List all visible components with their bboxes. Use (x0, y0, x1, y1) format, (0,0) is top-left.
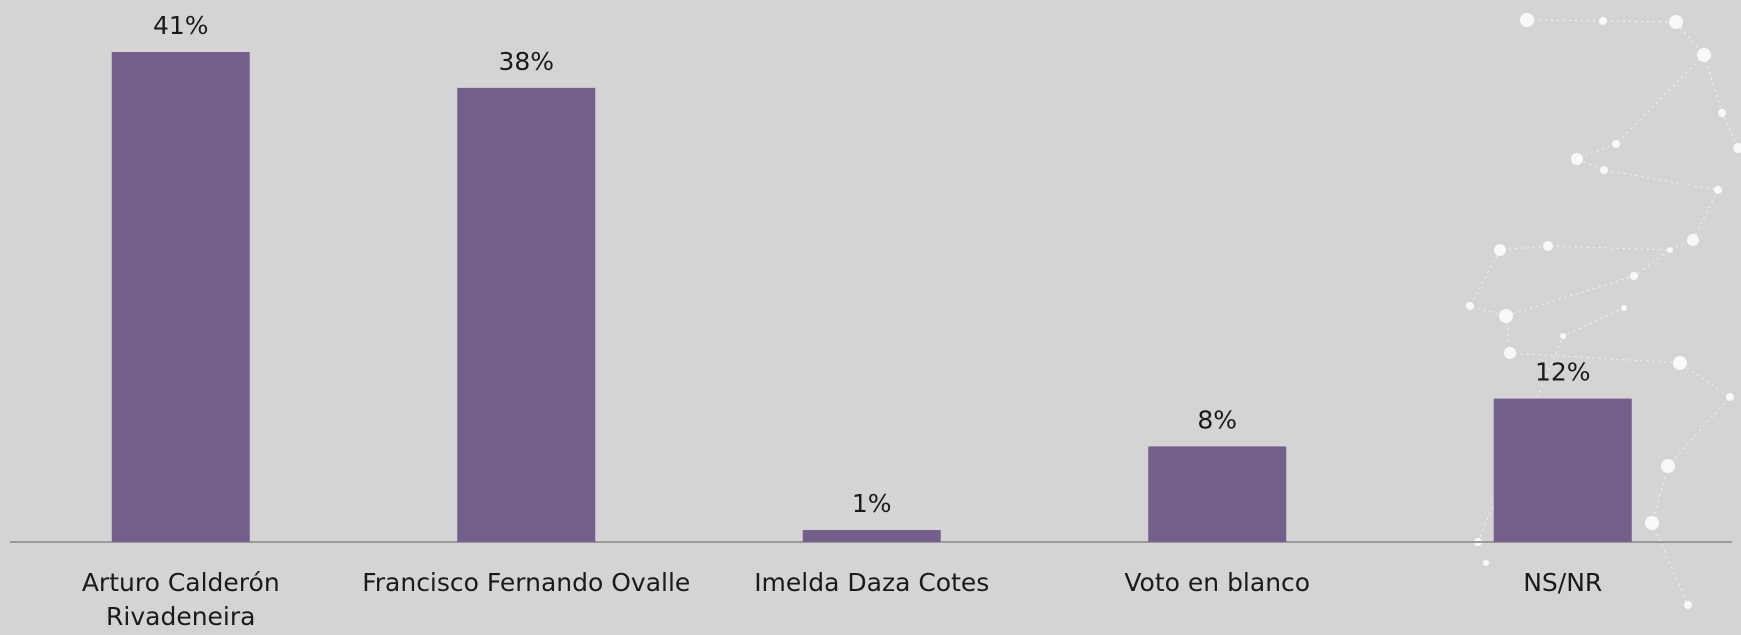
data-label: 8% (1197, 405, 1237, 434)
data-label: 1% (852, 489, 892, 518)
x-tick-label: NS/NR (1523, 568, 1603, 597)
bar (457, 87, 596, 542)
bar (1493, 398, 1632, 542)
x-tick-label: Arturo Calderón Rivadeneira (81, 568, 280, 631)
x-tick-label: Imelda Daza Cotes (754, 568, 990, 597)
decoration-lines (1469, 19, 1739, 606)
bar (1148, 446, 1287, 542)
data-label: 12% (1535, 358, 1591, 387)
x-tick-label: Francisco Fernando Ovalle (362, 568, 691, 597)
bar (111, 52, 250, 542)
data-label: 38% (498, 47, 554, 76)
data-label: 41% (153, 11, 209, 40)
x-tick-label: Voto en blanco (1124, 568, 1311, 597)
bar (802, 530, 941, 542)
